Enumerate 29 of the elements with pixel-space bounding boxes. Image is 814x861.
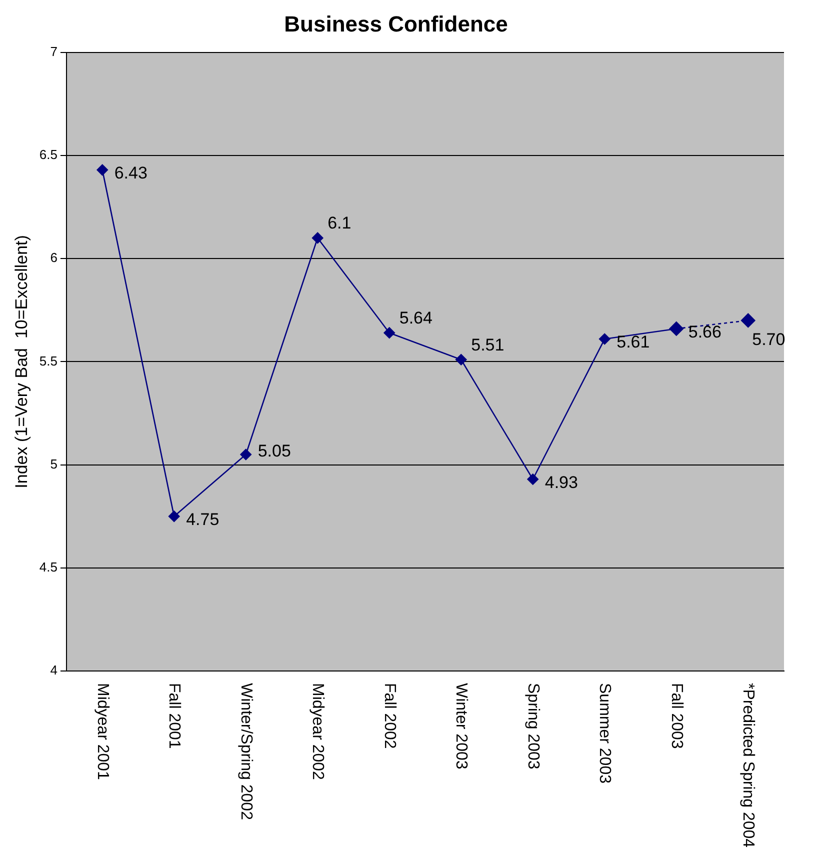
- data-label: 6.43: [114, 164, 148, 183]
- y-tick-label: 5: [50, 456, 58, 472]
- x-tick-label: Fall 2001: [166, 683, 183, 749]
- x-tick-label: Spring 2003: [524, 683, 542, 770]
- x-tick-label: Fall 2003: [668, 683, 685, 749]
- x-tick-label: Midyear 2001: [94, 683, 111, 780]
- y-tick-label: 7: [50, 44, 58, 59]
- data-label: 6.1: [328, 214, 352, 233]
- data-label: 5.51: [471, 335, 504, 354]
- x-tick-label: Midyear 2002: [309, 683, 326, 780]
- y-tick-label: 6: [50, 250, 58, 266]
- x-tick-label: Fall 2002: [380, 683, 398, 749]
- y-tick-label: 6.5: [39, 147, 58, 162]
- x-tick-label: Winter 2003: [452, 683, 470, 770]
- y-tick-label: 4.5: [39, 559, 58, 574]
- y-axis-title: Index (1=Very Bad 10=Excellent): [12, 235, 31, 488]
- x-tick-label: Winter/Spring 2002: [237, 683, 254, 820]
- data-label: 5.61: [616, 332, 650, 352]
- y-tick-label: 5.5: [39, 353, 58, 368]
- data-label: 4.75: [186, 510, 220, 530]
- data-label: 5.64: [399, 308, 432, 328]
- x-tick-label: Summer 2003: [596, 683, 614, 784]
- data-label: 5.70: [752, 330, 786, 350]
- data-label: 5.05: [258, 441, 291, 460]
- data-label: 4.93: [544, 472, 578, 492]
- chart-title: Business Confidence: [284, 11, 508, 36]
- y-tick-label: 4: [50, 662, 58, 678]
- x-tick-label: *Predicted Spring 2004: [740, 683, 757, 848]
- data-label: 5.66: [688, 322, 722, 342]
